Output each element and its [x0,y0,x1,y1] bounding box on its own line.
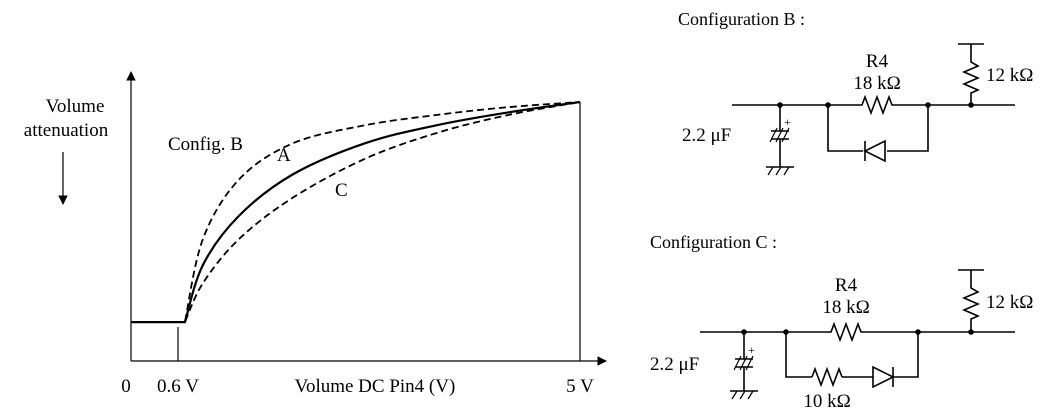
curve-label-c: C [335,180,348,201]
y-axis-label-line2: attenuation [24,120,109,141]
config-c-r4-name: R4 [835,275,858,296]
chart-curves [131,100,581,324]
config-c-series-r-value: 10 kΩ [803,391,850,412]
curve-label-config-b: Config. B [168,134,243,155]
curve-c [131,101,581,323]
x-tick-label-0: 0 [121,376,131,397]
config-c-ground-icon [730,390,758,400]
config-c-cap-polarity: + [748,343,755,357]
x-axis-label: Volume DC Pin4 (V) [295,376,456,397]
config-c-pullup-resistor [961,270,981,332]
config-b-r4-name: R4 [866,51,889,72]
curve-label-a: A [277,145,291,166]
circuit-config-b: Configuration B : + 2.2 μF R4 18 kΩ [678,9,1033,176]
config-b-r4-resistor [828,94,928,116]
x-tick-label-0.6v: 0.6 V [157,376,199,397]
config-c-junctions [741,329,974,335]
config-c-pullup-value: 12 kΩ [986,292,1033,313]
config-b-title: Configuration B : [678,9,805,29]
config-b-diode [863,139,886,163]
attenuation-chart: Volume attenuation Config. B A C 0 0.6 V… [24,71,607,397]
config-c-cap-value: 2.2 μF [650,354,699,375]
config-c-r4-resistor [786,321,918,343]
config-b-pullup-value: 12 kΩ [986,65,1033,86]
config-b-pullup-resistor [961,44,981,105]
config-c-r4-value: 18 kΩ [822,297,869,318]
curve-a [131,100,581,324]
config-c-series-resistor [811,366,843,388]
config-c-title: Configuration C : [650,232,777,252]
x-tick-label-5v: 5 V [566,376,594,397]
y-axis-label-line1: Volume [46,96,105,117]
config-b-diode-wire [827,105,929,152]
curve-config-b [131,101,581,323]
config-b-ground-icon [766,166,794,176]
config-c-diode [872,365,895,389]
circuit-config-c: Configuration C : + 2.2 μF R4 18 kΩ [650,232,1033,412]
config-b-r4-value: 18 kΩ [853,73,900,94]
config-b-junctions [777,102,974,108]
config-b-cap-polarity: + [784,115,791,129]
config-b-cap-value: 2.2 μF [682,125,731,146]
config-c-series-branch-wire [785,332,919,378]
